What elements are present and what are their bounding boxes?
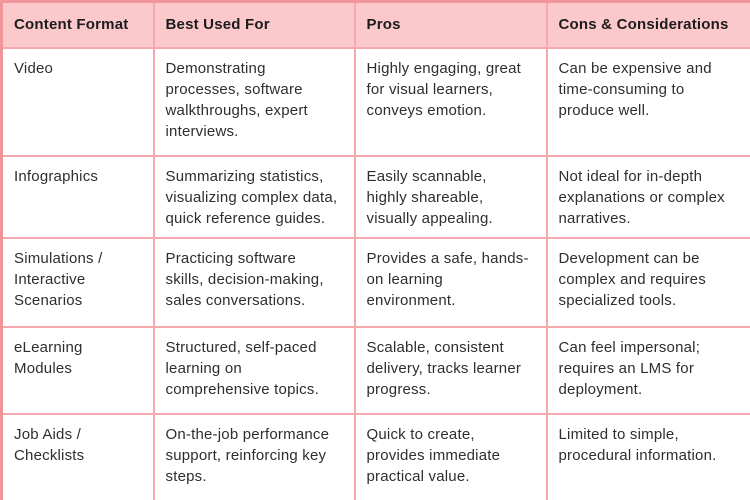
cell-format: Job Aids / Checklists <box>0 412 155 500</box>
cell-pros: Easily scannable, highly shareable, visu… <box>353 154 548 239</box>
cell-cons: Can be expensive and time-consuming to p… <box>545 46 750 157</box>
table-row-4: Job Aids / Checklists On-the-job perform… <box>0 412 750 500</box>
cell-cons: Development can be complex and requires … <box>545 236 750 328</box>
cell-format: Video <box>0 46 155 157</box>
table-row-0: Video Demonstrating processes, software … <box>0 46 750 157</box>
cell-pros: Scalable, consistent delivery, tracks le… <box>353 325 548 415</box>
cell-pros: Quick to create, provides immediate prac… <box>353 412 548 500</box>
table-body: Video Demonstrating processes, software … <box>0 46 750 500</box>
cell-pros: Highly engaging, great for visual learne… <box>353 46 548 157</box>
cell-format: eLearning Modules <box>0 325 155 415</box>
cell-pros: Provides a safe, hands-on learning envir… <box>353 236 548 328</box>
header-best-used-for: Best Used For <box>152 0 356 49</box>
table-row-1: Infographics Summarizing statistics, vis… <box>0 154 750 239</box>
cell-best-used-for: Structured, self-paced learning on compr… <box>152 325 356 415</box>
cell-best-used-for: On-the-job performance support, reinforc… <box>152 412 356 500</box>
header-content-format: Content Format <box>0 0 155 49</box>
table-header-row: Content Format Best Used For Pros Cons &… <box>0 0 750 49</box>
cell-cons: Can feel impersonal; requires an LMS for… <box>545 325 750 415</box>
cell-format: Infographics <box>0 154 155 239</box>
header-cons-considerations: Cons & Considerations <box>545 0 750 49</box>
table-row-3: eLearning Modules Structured, self-paced… <box>0 325 750 415</box>
cell-best-used-for: Demonstrating processes, software walkth… <box>152 46 356 157</box>
table-header: Content Format Best Used For Pros Cons &… <box>0 0 750 49</box>
cell-best-used-for: Practicing software skills, decision-mak… <box>152 236 356 328</box>
cell-best-used-for: Summarizing statistics, visualizing comp… <box>152 154 356 239</box>
cell-format: Simulations / Interactive Scenarios <box>0 236 155 328</box>
cell-cons: Limited to simple, procedural informatio… <box>545 412 750 500</box>
header-pros: Pros <box>353 0 548 49</box>
table-row-2: Simulations / Interactive Scenarios Prac… <box>0 236 750 328</box>
cell-cons: Not ideal for in-depth explanations or c… <box>545 154 750 239</box>
